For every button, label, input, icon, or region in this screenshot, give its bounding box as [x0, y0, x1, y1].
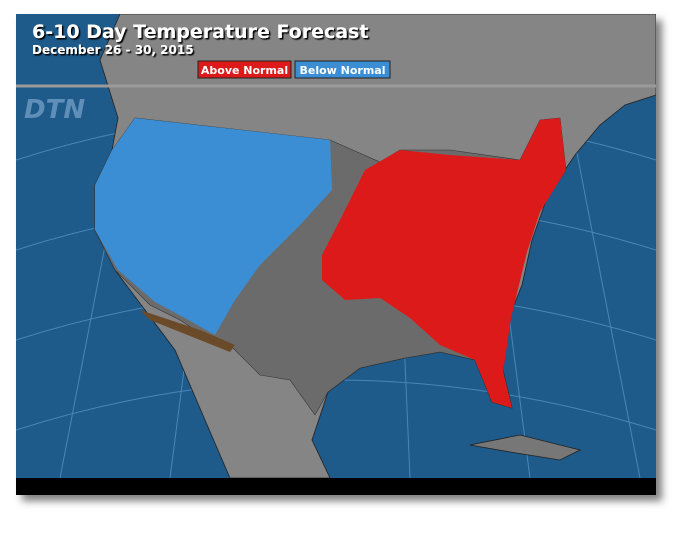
subtitle: December 26 - 30, 2015 [32, 43, 194, 57]
cuba [469, 434, 582, 461]
title: 6-10 Day Temperature Forecast [32, 21, 368, 43]
above-normal-region [322, 118, 566, 408]
map: DTN [16, 14, 656, 478]
below-normal-region [95, 118, 332, 335]
legend-swatch [294, 60, 391, 79]
legend-label: Below Normal [299, 64, 385, 77]
legend-label: Above Normal [201, 64, 288, 77]
logo: DTN [24, 95, 85, 125]
mexico-border [140, 310, 235, 352]
legend: Above Normal Below Normal [197, 60, 391, 79]
legend-swatch [197, 60, 292, 79]
